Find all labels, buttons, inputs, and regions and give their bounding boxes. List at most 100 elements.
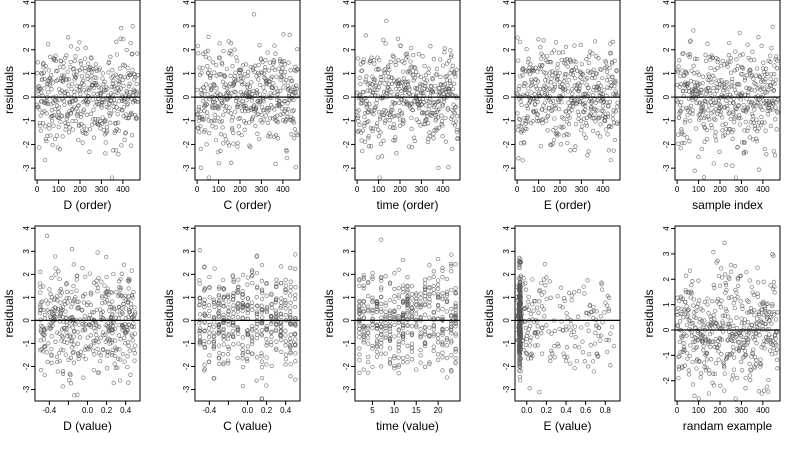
data-point xyxy=(702,139,707,144)
data-point xyxy=(65,113,71,118)
data-point xyxy=(273,327,278,332)
data-point xyxy=(112,101,118,106)
data-point xyxy=(717,283,723,288)
y-tick-label: -3 xyxy=(662,164,671,172)
data-point xyxy=(561,116,566,121)
data-point xyxy=(38,323,44,328)
data-point xyxy=(226,361,231,366)
data-point xyxy=(295,132,300,138)
data-point xyxy=(608,363,613,368)
data-point xyxy=(99,105,104,110)
x-tick-label: 0.4 xyxy=(280,406,292,415)
data-point xyxy=(290,119,295,124)
data-point xyxy=(677,339,683,345)
data-point xyxy=(282,62,287,67)
data-point xyxy=(770,107,775,112)
data-point xyxy=(450,63,455,68)
data-point xyxy=(726,59,731,64)
data-point xyxy=(524,91,530,96)
data-point xyxy=(206,131,212,136)
data-point xyxy=(756,35,761,40)
data-point xyxy=(107,327,112,332)
data-point xyxy=(248,64,253,70)
data-point xyxy=(547,279,552,284)
data-point xyxy=(121,301,126,307)
data-point xyxy=(213,137,219,143)
data-point xyxy=(226,84,232,89)
data-point xyxy=(407,87,412,92)
data-point xyxy=(775,110,780,115)
data-point xyxy=(380,94,386,99)
data-point xyxy=(590,116,595,121)
data-point xyxy=(230,130,236,135)
data-point xyxy=(569,298,574,303)
data-point xyxy=(592,112,597,117)
data-point xyxy=(772,81,777,87)
data-point xyxy=(105,128,110,134)
data-point xyxy=(122,137,127,142)
data-point xyxy=(273,312,279,317)
data-point xyxy=(711,250,716,255)
data-point xyxy=(524,351,529,356)
data-point xyxy=(221,352,226,357)
data-point xyxy=(731,111,736,116)
data-point xyxy=(370,343,375,349)
data-point xyxy=(724,98,729,103)
data-point xyxy=(87,312,92,318)
data-point xyxy=(48,325,54,331)
data-point xyxy=(100,330,106,335)
data-point xyxy=(112,353,118,359)
data-point xyxy=(125,65,130,71)
data-point xyxy=(101,333,106,338)
data-point xyxy=(550,107,555,113)
y-axis-label: residuals xyxy=(2,66,16,114)
data-point xyxy=(48,73,54,78)
data-point xyxy=(712,308,718,314)
data-point xyxy=(60,384,65,389)
data-point xyxy=(99,91,104,96)
data-point xyxy=(202,301,207,306)
data-point xyxy=(731,127,736,133)
data-point xyxy=(550,73,555,78)
points-group xyxy=(194,12,300,180)
data-point xyxy=(431,90,436,95)
x-tick-label: 400 xyxy=(756,185,770,194)
data-point xyxy=(769,351,775,357)
data-point xyxy=(585,93,590,99)
data-point xyxy=(256,77,261,82)
data-point xyxy=(675,68,680,73)
data-point xyxy=(226,143,232,148)
y-tick-label: 3 xyxy=(22,23,31,28)
data-point xyxy=(767,348,773,353)
data-point xyxy=(365,294,371,299)
data-point xyxy=(403,79,408,85)
data-point xyxy=(394,151,399,156)
data-point xyxy=(771,346,776,351)
data-point xyxy=(198,123,203,129)
data-point xyxy=(283,343,288,348)
data-point xyxy=(59,114,65,119)
data-point xyxy=(221,296,226,301)
data-point xyxy=(531,308,536,313)
data-point xyxy=(268,91,273,96)
data-point xyxy=(255,131,260,136)
data-point xyxy=(98,335,103,340)
data-point xyxy=(380,95,386,101)
data-point xyxy=(556,106,562,112)
data-point xyxy=(392,271,397,276)
data-point xyxy=(600,320,605,325)
data-point xyxy=(377,80,383,85)
data-point xyxy=(576,289,582,294)
data-point xyxy=(72,322,78,327)
data-point xyxy=(675,70,680,75)
data-point xyxy=(681,51,686,56)
data-point xyxy=(235,77,241,82)
data-point xyxy=(571,104,576,109)
x-tick-label: 5 xyxy=(370,406,375,415)
data-point xyxy=(771,279,776,285)
data-point xyxy=(772,72,777,77)
data-point xyxy=(356,119,361,124)
data-point xyxy=(398,43,403,48)
data-point xyxy=(106,292,111,298)
data-point xyxy=(89,309,95,315)
